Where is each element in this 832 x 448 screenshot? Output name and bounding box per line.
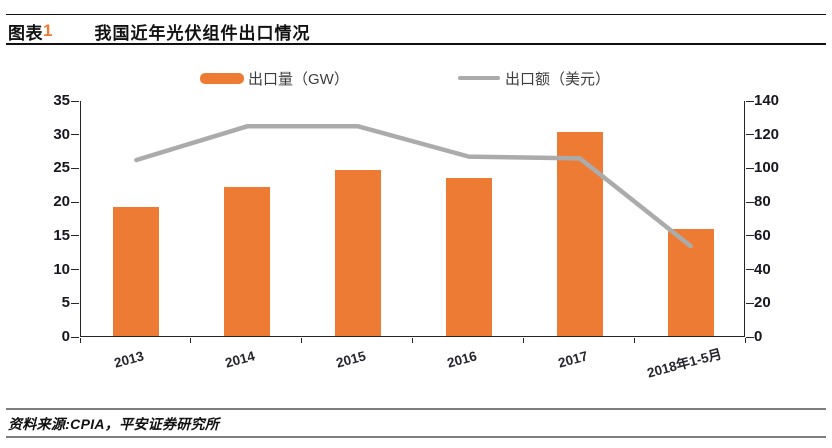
- right-axis-tick-label: 120: [754, 125, 780, 143]
- right-axis-tick: [746, 100, 754, 102]
- legend-item-export-volume: 出口量（GW）: [200, 66, 349, 90]
- right-axis-tick-label: 80: [754, 193, 771, 211]
- right-axis-tick: [746, 336, 754, 338]
- x-axis-tick: [744, 338, 746, 343]
- right-axis-tick-label: 20: [754, 294, 771, 312]
- bar-2016: [445, 177, 492, 336]
- left-axis-tick: [71, 167, 79, 169]
- bar-swatch-icon: [200, 72, 244, 84]
- figure-label: 图表: [8, 23, 43, 43]
- bar-2014: [224, 186, 271, 336]
- legend-label: 出口量（GW）: [248, 70, 349, 88]
- left-axis-tick: [71, 100, 79, 102]
- right-axis-tick: [746, 201, 754, 203]
- left-axis-tick: [71, 235, 79, 237]
- left-axis-tick-label: 10: [53, 260, 70, 278]
- right-axis-tick-label: 40: [754, 260, 771, 278]
- title-underline-rule: [6, 43, 826, 45]
- x-axis-tick: [301, 338, 303, 343]
- right-axis-tick: [746, 302, 754, 304]
- left-axis-tick-label: 0: [61, 328, 70, 345]
- right-axis-tick-label: 0: [754, 328, 763, 345]
- left-axis-tick: [71, 336, 79, 338]
- plot-area: [80, 101, 745, 337]
- right-axis-tick: [746, 269, 754, 271]
- x-axis-tick: [633, 338, 635, 343]
- x-axis-tick: [190, 338, 192, 343]
- left-axis-tick-label: 20: [53, 193, 70, 211]
- legend-label: 出口额（美元）: [505, 70, 611, 88]
- source-note: 资料来源:CPIA，平安证券研究所: [8, 416, 220, 432]
- figure-number: 1: [43, 21, 53, 40]
- left-axis-tick-label: 35: [53, 92, 70, 109]
- x-tick-label: 2018年1-5月: [645, 346, 723, 381]
- x-axis-tick: [522, 338, 524, 343]
- left-axis-tick-label: 15: [53, 226, 70, 244]
- x-tick-label: 2015: [334, 348, 368, 371]
- x-tick-label: 2014: [223, 348, 257, 371]
- export-value-line: [134, 124, 693, 249]
- figure-header: 图表 1 我国近年光伏组件出口情况: [8, 19, 310, 43]
- right-axis-tick-label: 140: [754, 92, 780, 109]
- right-axis-tick: [746, 235, 754, 237]
- source-bottom-rule: [6, 436, 826, 438]
- left-axis-tick-label: 5: [61, 294, 70, 312]
- right-axis-tick-label: 60: [754, 226, 771, 244]
- source-top-rule: [6, 408, 826, 410]
- x-axis-tick: [412, 338, 413, 343]
- bar-2017: [556, 132, 603, 336]
- x-tick-label: 2016: [445, 348, 479, 371]
- figure-title: 我国近年光伏组件出口情况: [94, 23, 311, 43]
- left-axis-tick-label: 30: [53, 125, 70, 143]
- chart-legend: 出口量（GW） 出口额（美元）: [0, 66, 832, 90]
- header-top-rule: [6, 14, 826, 15]
- bar-2013: [113, 206, 160, 336]
- bar-2015: [335, 170, 382, 336]
- left-axis-tick: [71, 201, 79, 203]
- x-tick-label: 2017: [556, 348, 590, 371]
- left-axis-tick: [71, 269, 79, 271]
- x-tick-label: 2013: [112, 348, 146, 371]
- right-axis-tick: [746, 167, 754, 169]
- right-axis-tick-label: 100: [754, 159, 780, 177]
- left-axis-tick: [71, 134, 79, 136]
- right-axis-tick: [746, 134, 754, 136]
- x-axis-tick: [79, 338, 81, 343]
- left-axis-tick-label: 25: [53, 159, 70, 177]
- left-axis-tick: [71, 302, 79, 304]
- legend-item-export-value: 出口额（美元）: [458, 66, 610, 90]
- line-swatch-icon: [458, 76, 500, 80]
